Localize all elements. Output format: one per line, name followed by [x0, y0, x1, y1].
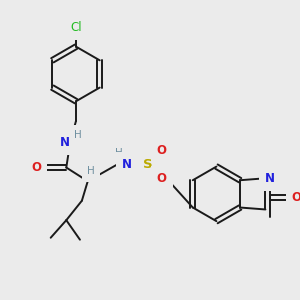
Text: N: N [265, 172, 275, 185]
Text: Cl: Cl [70, 21, 82, 34]
Text: S: S [143, 158, 153, 171]
Text: O: O [31, 161, 41, 174]
Text: H: H [74, 130, 82, 140]
Text: O: O [292, 191, 300, 204]
Text: O: O [157, 145, 167, 158]
Text: H: H [87, 167, 94, 176]
Text: N: N [122, 158, 132, 171]
Text: N: N [60, 136, 70, 149]
Text: H: H [115, 148, 123, 158]
Text: O: O [157, 172, 167, 185]
